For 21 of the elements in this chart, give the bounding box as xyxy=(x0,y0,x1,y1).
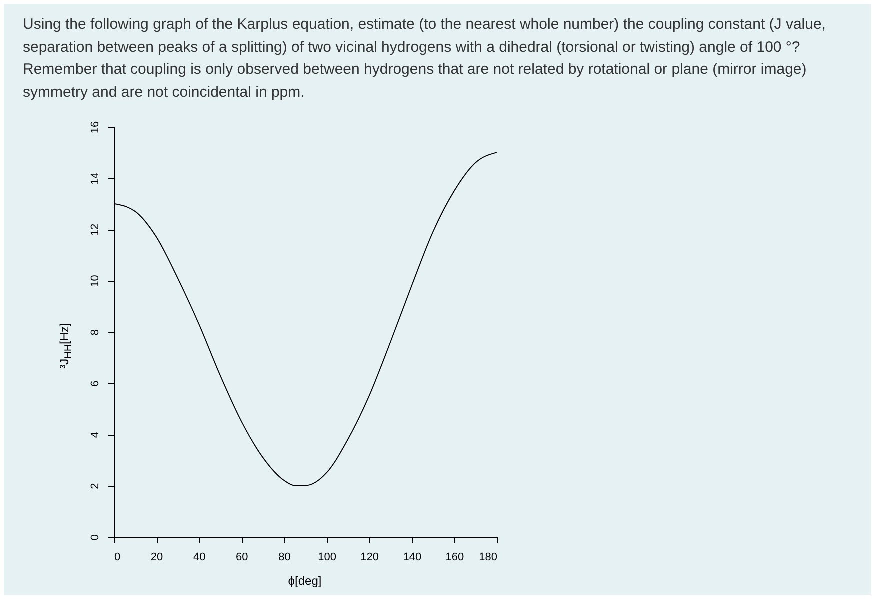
y-tick-label: 6 xyxy=(90,380,102,387)
x-tick-label: 180 xyxy=(479,552,498,564)
y-tick-label: 10 xyxy=(90,275,102,288)
x-tick-label: 20 xyxy=(150,552,164,564)
x-tick-label: 60 xyxy=(236,552,248,564)
x-tick-label: 40 xyxy=(193,552,206,564)
y-tick-label: 12 xyxy=(90,224,102,236)
x-tick-label: 120 xyxy=(360,552,380,564)
chart-title: Using the following graph of the Karplus equation, estimate (to the nearest whole number) the coupling constant (J value, separation between peaks of a splitting) of two vicinal hydrogens with a dihedral (torsional or twisting) angle of 100 °? Remember that coupling is only observed between hydrogens that are not related by rotational or plane (mirror image) symmetry and are not coincidental in ppm. xyxy=(23,15,827,102)
x-tick-label: 80 xyxy=(278,552,291,564)
x-tick-label: 160 xyxy=(446,552,464,564)
y-tick-label: 2 xyxy=(90,483,102,490)
x-tick-label: 100 xyxy=(318,552,336,564)
x-tick-label: 140 xyxy=(403,552,422,564)
x-tick-label: 0 xyxy=(114,552,121,564)
y-tick-label: 0 xyxy=(90,534,102,541)
y-tick-label: 8 xyxy=(90,329,102,336)
y-tick-label: 16 xyxy=(90,121,102,134)
y-tick-label: 14 xyxy=(90,172,102,185)
x-axis-title: ϕ[deg] xyxy=(288,574,322,588)
y-tick-label: 4 xyxy=(90,432,102,438)
